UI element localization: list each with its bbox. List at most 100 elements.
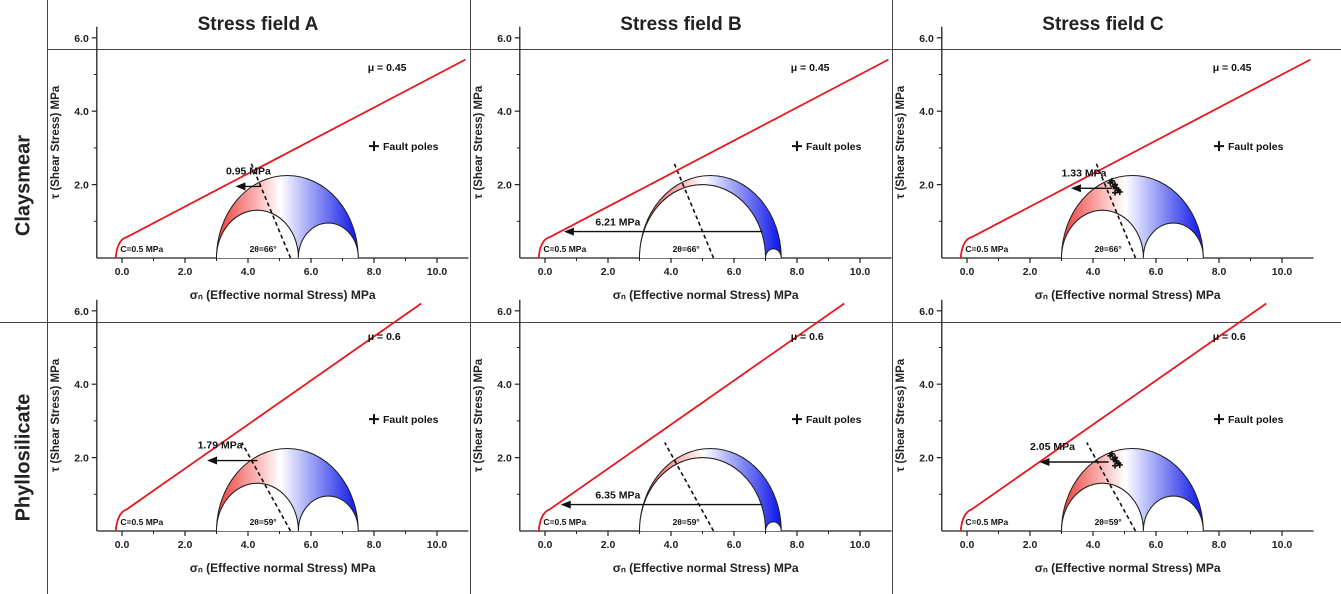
y-tick-label: 6.0 [497,33,512,45]
fault-pole-marker-icon [369,414,379,425]
y-tick-label: 2.0 [919,453,934,465]
y-tick-label: 4.0 [74,106,89,118]
x-tick-label: 8.0 [1212,539,1227,551]
stress-gap-label: 6.35 MPa [595,490,640,502]
friction-coefficient-label: μ = 0.45 [791,62,830,74]
column-header-b: Stress field B [620,14,742,35]
grid-vline-left [47,0,48,594]
x-tick-label: 2.0 [601,539,616,551]
grid-vline-1 [470,0,471,594]
arrow-head [235,182,246,191]
x-tick-label: 0.0 [960,266,975,278]
fault-pole-point [1113,185,1120,192]
arrow-head [1039,458,1050,467]
stress-gap-label: 6.21 MPa [595,217,640,229]
x-tick-label: 0.0 [960,539,975,551]
x-axis-label: σₙ (Effective normal Stress) MPa [1035,288,1221,302]
fault-pole-point [1112,462,1119,469]
y-tick-label: 2.0 [497,453,512,465]
y-tick-label: 6.0 [919,306,934,318]
x-axis-label: σₙ (Effective normal Stress) MPa [1035,561,1221,575]
x-tick-label: 10.0 [427,266,448,278]
y-tick-label: 4.0 [919,379,934,391]
two-theta-label: 2θ=66° [1095,244,1123,254]
y-axis-label: τ (Shear Stress) MPa [895,358,907,472]
x-tick-label: 10.0 [427,539,448,551]
x-tick-label: 0.0 [115,539,130,551]
legend-label: Fault poles [1228,141,1284,153]
mohr-chart-claysmear-a: 0.0 2.0 4.0 6.0 8.0 10.0 2.0 4.0 6.0 σₙ (Effectiv… [50,26,469,302]
legend-label: Fault poles [1228,414,1284,426]
failure-envelope [537,302,845,532]
x-tick-label: 4.0 [1086,539,1101,551]
row-header-phyllosilicate: Phyllosilicate [12,393,35,522]
x-tick-label: 6.0 [304,266,319,278]
mohr-circle-s2-s3 [1061,482,1144,532]
y-tick-label: 6.0 [919,33,934,45]
mohr-circle-s1-s2 [1142,495,1204,532]
x-tick-label: 2.0 [178,266,193,278]
x-tick-label: 4.0 [241,266,256,278]
cohesion-label: C=0.5 MPa [120,244,163,254]
cohesion-label: C=0.5 MPa [120,517,163,527]
y-axis-label: τ (Shear Stress) MPa [473,85,485,199]
y-tick-label: 4.0 [497,106,512,118]
arrow-head [207,456,218,465]
failure-plane-line [1095,163,1137,259]
column-header-a: Stress field A [197,14,319,35]
failure-envelope [959,58,1311,259]
mohr-chart-claysmear-c: 0.0 2.0 4.0 6.0 8.0 10.0 2.0 4.0 6.0 σₙ (Effectiv… [895,26,1314,302]
mohr-circle-s2-s3 [1061,209,1144,259]
arrow-head [560,500,571,509]
failure-plane-line [241,442,292,532]
y-tick-label: 4.0 [497,379,512,391]
legend-label: Fault poles [383,141,439,153]
stress-gap-label: 2.05 MPa [1030,441,1075,453]
friction-coefficient-label: μ = 0.6 [791,331,824,343]
fault-pole-marker-icon [1214,414,1224,425]
mohr-circle-s1-s2 [765,248,782,259]
fault-pole-point [1108,177,1115,184]
two-theta-label: 2θ=59° [250,517,278,527]
y-tick-label: 2.0 [919,180,934,192]
fault-pole-marker-icon [792,141,802,152]
x-axis-label: σₙ (Effective normal Stress) MPa [190,561,376,575]
mohr-chart-phyllosilicate-a: 0.0 2.0 4.0 6.0 8.0 10.0 2.0 4.0 6.0 σₙ (Effectiv… [50,299,469,575]
y-tick-label: 6.0 [74,33,89,45]
failure-plane-line [1086,442,1137,532]
mohr-circle-s1-s2 [297,222,359,259]
x-tick-label: 4.0 [1086,266,1101,278]
y-tick-label: 6.0 [74,306,89,318]
grid-hline-row [0,322,1341,323]
failure-envelope [114,58,466,259]
cohesion-label: C=0.5 MPa [965,517,1008,527]
x-tick-label: 8.0 [790,539,805,551]
mohr-circle-s2-s3 [216,482,299,532]
y-axis-label: τ (Shear Stress) MPa [895,85,907,199]
x-tick-label: 6.0 [304,539,319,551]
fault-pole-point [1113,458,1120,465]
x-tick-label: 2.0 [178,539,193,551]
two-theta-label: 2θ=66° [250,244,278,254]
x-tick-label: 8.0 [790,266,805,278]
friction-coefficient-label: μ = 0.6 [1213,331,1246,343]
stress-gap-label: 1.33 MPa [1062,167,1107,179]
x-axis-label: σₙ (Effective normal Stress) MPa [190,288,376,302]
mohr-circle-s2-s3 [216,209,299,259]
mohr-circle-s1-s2 [297,495,359,532]
y-tick-label: 4.0 [919,106,934,118]
x-axis-label: σₙ (Effective normal Stress) MPa [613,561,799,575]
fault-pole-point [1108,450,1115,457]
x-tick-label: 0.0 [115,266,130,278]
mohr-circle-s2-s3 [639,457,766,532]
two-theta-label: 2θ=66° [673,244,701,254]
two-theta-label: 2θ=59° [1095,517,1123,527]
cohesion-label: C=0.5 MPa [543,517,586,527]
mohr-chart-claysmear-b: 0.0 2.0 4.0 6.0 8.0 10.0 2.0 4.0 6.0 σₙ (Effectiv… [473,26,892,302]
x-tick-label: 10.0 [850,539,871,551]
arrow-head [1070,184,1081,193]
friction-coefficient-label: μ = 0.45 [1213,62,1252,74]
x-tick-label: 6.0 [727,539,742,551]
x-axis-label: σₙ (Effective normal Stress) MPa [613,288,799,302]
x-tick-label: 6.0 [1149,266,1164,278]
